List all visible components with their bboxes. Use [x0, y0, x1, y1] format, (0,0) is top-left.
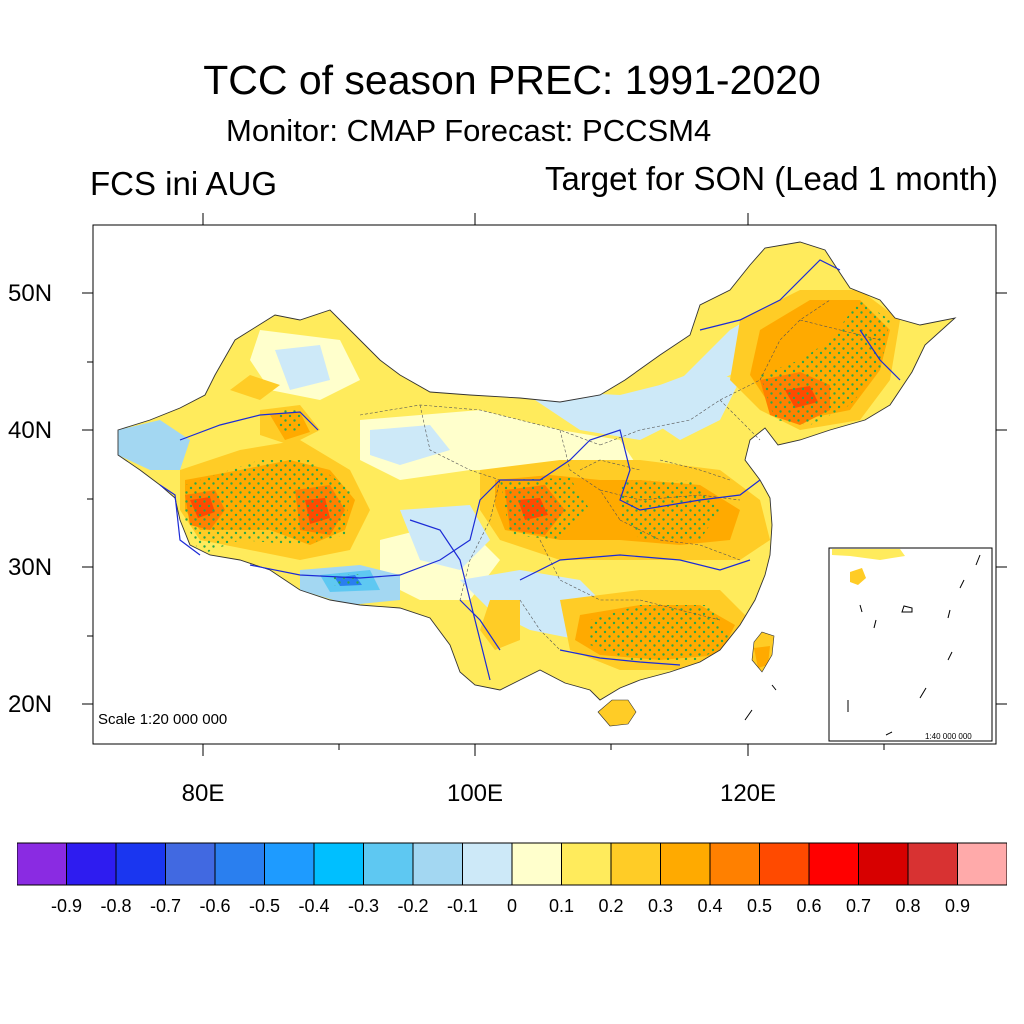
colorbar-tick-label: 0.7	[845, 896, 872, 916]
colorbar-tick-label: -0.1	[446, 896, 479, 916]
map-scale-label: Scale 1:20 000 000	[98, 711, 228, 728]
chart-subtitle: Monitor: CMAP Forecast: PCCSM4	[226, 113, 712, 148]
colorbar-box	[214, 842, 265, 886]
colorbar-box	[462, 842, 513, 886]
colorbar-tick-label: 0.1	[548, 896, 575, 916]
lat-label-30n: 30N	[8, 554, 53, 581]
china-boundary	[117, 241, 957, 701]
colorbar-tick-label: 0.6	[796, 896, 822, 916]
colorbar-tick-label: -0.8	[100, 896, 132, 916]
colorbar-box	[264, 842, 315, 886]
inset-scale-label: 1:40 000 000	[925, 732, 972, 741]
lat-label-50n: 50N	[8, 280, 53, 307]
colorbar-tick-label: 0.2	[598, 896, 624, 916]
lat-label-40n: 40N	[8, 417, 53, 444]
colorbar-tick-label: 0.4	[697, 896, 723, 916]
colorbar-box	[363, 842, 414, 886]
chart-title: TCC of season PREC: 1991-2020	[203, 57, 821, 103]
colorbar-tick-label: 0	[506, 896, 517, 916]
colorbar-box	[561, 842, 612, 886]
lon-label-100e: 100E	[446, 780, 504, 807]
colorbar-tick-label: -0.3	[347, 896, 380, 916]
colorbar-box	[511, 842, 562, 886]
colorbar-box	[808, 842, 859, 886]
colorbar-tick-label: -0.2	[397, 896, 429, 916]
colorbar-tick-label: -0.4	[298, 896, 330, 916]
colorbar-box	[412, 842, 463, 886]
colorbar	[17, 842, 1007, 886]
south-china-sea-inset	[744, 547, 993, 742]
colorbar-tick-label: -0.5	[248, 896, 281, 916]
colorbar-box	[660, 842, 711, 886]
colorbar-box	[709, 842, 760, 886]
axis-ticks	[82, 213, 1007, 756]
colorbar-box	[907, 842, 958, 886]
colorbar-tick-label: -0.7	[149, 896, 182, 916]
colorbar-tick-label: -0.6	[199, 896, 231, 916]
colorbar-tick-label: 0.5	[746, 896, 773, 916]
colorbar-box	[858, 842, 909, 886]
lat-label-20n: 20N	[8, 691, 53, 718]
colorbar-tick-label: 0.9	[944, 896, 971, 916]
colorbar-box	[313, 842, 364, 886]
colorbar-box	[115, 842, 166, 886]
colorbar-box	[957, 842, 1007, 886]
taiwan-island	[752, 632, 774, 672]
colorbar-tick-label: 0.3	[647, 896, 674, 916]
map-frame	[92, 224, 997, 745]
colorbar-box	[17, 842, 67, 886]
rivers	[159, 259, 901, 681]
colorbar-box	[165, 842, 216, 886]
right-subtitle: Target for SON (Lead 1 month)	[544, 160, 998, 197]
left-subtitle: FCS ini AUG	[90, 165, 278, 202]
lon-label-80e: 80E	[181, 780, 225, 807]
colorbar-box	[610, 842, 661, 886]
colorbar-box	[66, 842, 117, 886]
colorbar-tick-label: 0.8	[895, 896, 921, 916]
lon-label-120e: 120E	[719, 780, 777, 807]
colorbar-tick-label: -0.9	[50, 896, 83, 916]
colorbar-box	[759, 842, 810, 886]
